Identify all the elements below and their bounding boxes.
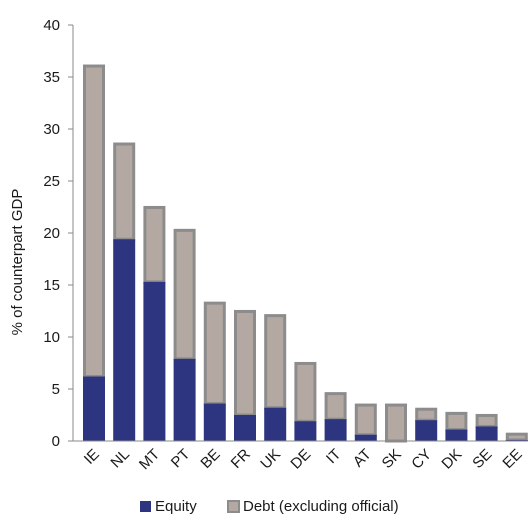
- bar-equity-ie: [83, 376, 105, 441]
- x-tick-label-sk: SK: [379, 446, 405, 472]
- bar-debt-fr: [234, 309, 256, 417]
- bar-debt-it: [324, 392, 347, 421]
- bar-debt-uk: [264, 314, 287, 410]
- bar-equity-fr: [234, 415, 256, 441]
- bar-equity-se: [475, 426, 498, 441]
- bar-debt-mt: [143, 205, 166, 284]
- bar-equity-mt: [143, 281, 166, 441]
- x-tick-label-be: BE: [197, 446, 223, 472]
- x-tick-label-nl: NL: [107, 446, 133, 472]
- bar-equity-ee: [505, 439, 528, 441]
- legend-swatch-debt: [227, 500, 240, 513]
- y-tick-label: 40: [43, 17, 60, 34]
- x-tick-label-dk: DK: [438, 446, 465, 473]
- x-tick-label-de: DE: [287, 446, 314, 473]
- bar-equity-cy: [415, 420, 438, 441]
- x-tick-label-fr: FR: [228, 446, 254, 472]
- bar-equity-be: [203, 403, 226, 441]
- bar-debt-de: [294, 361, 317, 423]
- bar-debt-be: [203, 301, 226, 406]
- bar-equity-at: [354, 434, 377, 441]
- x-tick-label-at: AT: [350, 446, 375, 471]
- x-tick-label-pt: PT: [168, 446, 194, 472]
- bar-equity-it: [324, 419, 347, 441]
- bar-equity-nl: [113, 239, 136, 441]
- bar-debt-nl: [113, 142, 136, 241]
- y-tick-label: 15: [43, 277, 60, 294]
- legend-label-equity: Equity: [155, 498, 197, 515]
- x-tick-label-uk: UK: [257, 446, 284, 473]
- y-tick-label: 0: [52, 433, 60, 450]
- bar-equity-de: [294, 421, 317, 441]
- x-tick-label-mt: MT: [136, 446, 163, 473]
- y-tick-label: 20: [43, 225, 60, 242]
- y-tick-label: 10: [43, 329, 60, 346]
- bar-debt-at: [354, 403, 377, 437]
- bar-equity-uk: [264, 407, 287, 441]
- x-tick-label-ie: IE: [81, 446, 103, 468]
- y-tick-label: 35: [43, 69, 60, 86]
- y-tick-label: 5: [52, 381, 60, 398]
- bar-debt-ie: [83, 64, 105, 379]
- bar-debt-cy: [415, 407, 438, 422]
- bar-debt-se: [475, 413, 498, 428]
- bar-debt-sk: [385, 403, 407, 443]
- bar-equity-pt: [173, 358, 196, 441]
- bar-equity-dk: [445, 429, 468, 441]
- x-tick-label-se: SE: [469, 446, 495, 472]
- y-tick-label: 25: [43, 173, 60, 190]
- x-tick-label-it: IT: [323, 446, 344, 467]
- x-tick-label-ee: EE: [499, 446, 525, 472]
- legend-label-debt: Debt (excluding official): [243, 498, 399, 515]
- y-axis-title: % of counterpart GDP: [9, 189, 26, 336]
- bar-debt-dk: [445, 411, 468, 432]
- legend-swatch-equity: [140, 501, 151, 512]
- bar-debt-pt: [173, 228, 196, 361]
- y-tick-label: 30: [43, 121, 60, 138]
- x-tick-label-cy: CY: [408, 446, 435, 473]
- bar-debt-ee: [505, 432, 528, 442]
